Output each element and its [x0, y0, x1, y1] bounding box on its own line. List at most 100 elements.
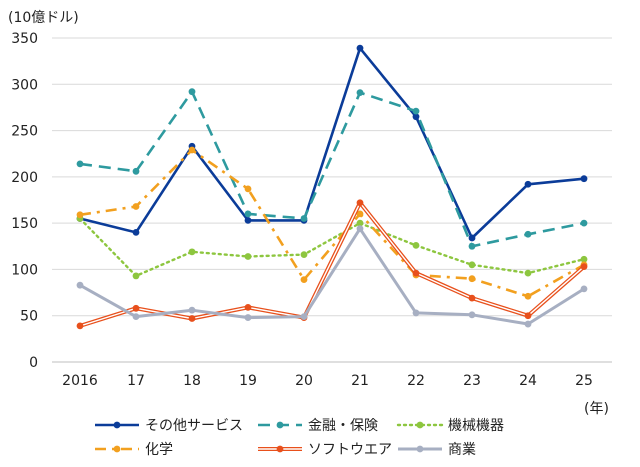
- y-tick-label: 350: [11, 31, 38, 47]
- data-point: [132, 313, 140, 321]
- series-1: [76, 88, 588, 250]
- legend-marker: [276, 445, 284, 453]
- x-tick-label: 24: [519, 373, 537, 389]
- y-axis-label: (10億ドル): [8, 10, 79, 26]
- series-line-4: [79, 200, 586, 328]
- data-point: [244, 253, 252, 260]
- y-tick-label: 200: [11, 170, 38, 186]
- data-point: [132, 203, 140, 210]
- data-point: [356, 219, 364, 227]
- data-point: [412, 107, 420, 115]
- data-point: [188, 248, 196, 256]
- series-2: [76, 215, 588, 280]
- x-tick-label: 18: [183, 373, 201, 389]
- legend-marker: [113, 445, 121, 453]
- x-tick-label: 21: [351, 373, 369, 389]
- x-tick-labels: 2016 17 18 19 20 21 22 23 24 25: [62, 373, 593, 389]
- data-point: [132, 229, 140, 236]
- data-point: [580, 263, 588, 271]
- data-point: [468, 311, 476, 319]
- data-point: [524, 292, 532, 300]
- series-4: [76, 199, 588, 330]
- legend-item: 化学: [95, 442, 173, 458]
- data-point: [468, 242, 476, 250]
- x-tick-label: 19: [239, 373, 257, 389]
- data-point: [524, 320, 532, 328]
- data-point: [468, 234, 476, 242]
- data-point: [76, 322, 84, 330]
- series-3: [76, 146, 588, 300]
- legend-label: その他サービス: [145, 418, 243, 434]
- legend-label: 金融・保険: [308, 418, 378, 434]
- data-point: [468, 261, 476, 269]
- data-point: [76, 211, 84, 219]
- data-point: [412, 241, 420, 249]
- data-point: [524, 230, 532, 238]
- legend-label: ソフトウエア: [308, 442, 392, 458]
- data-point: [412, 113, 420, 121]
- series-group: [76, 44, 588, 330]
- data-point: [468, 275, 476, 283]
- data-point: [356, 199, 364, 207]
- data-point: [132, 167, 140, 175]
- series-line-5: [79, 227, 585, 326]
- data-point: [356, 210, 364, 218]
- data-point: [244, 210, 252, 218]
- x-tick-label: 2016: [62, 373, 98, 389]
- data-point: [356, 225, 364, 233]
- data-point: [524, 180, 532, 188]
- series-line-2: [78, 217, 586, 278]
- data-point: [188, 88, 196, 96]
- x-tick-label: 22: [407, 373, 425, 389]
- data-point: [132, 272, 140, 280]
- legend-marker: [113, 421, 121, 429]
- data-point: [300, 313, 308, 321]
- legend-item: 金融・保険: [258, 418, 378, 434]
- legend-item: その他サービス: [95, 418, 243, 434]
- data-point: [300, 215, 308, 222]
- x-tick-label: 23: [463, 373, 481, 389]
- data-point: [356, 44, 364, 52]
- legend-item: 機械機器: [396, 418, 504, 434]
- data-point: [412, 269, 420, 277]
- y-tick-labels: 0 50 100 150 200 250 300 350: [11, 31, 38, 371]
- data-point: [580, 175, 588, 183]
- y-tick-label: 100: [11, 262, 38, 278]
- legend-marker: [276, 421, 284, 429]
- y-tick-label: 50: [20, 309, 38, 325]
- data-point: [244, 216, 252, 224]
- data-point: [580, 285, 588, 293]
- data-point: [244, 303, 252, 311]
- series-line-0: [79, 46, 585, 240]
- y-tick-label: 150: [11, 216, 38, 232]
- legend-label: 機械機器: [448, 418, 504, 434]
- legend-marker: [416, 421, 424, 429]
- data-point: [468, 294, 476, 302]
- series-0: [76, 44, 588, 242]
- x-tick-label: 20: [295, 373, 313, 389]
- data-point: [300, 276, 308, 284]
- legend-item: 商業: [398, 442, 476, 458]
- legend-label: 商業: [448, 442, 476, 458]
- data-point: [580, 255, 588, 263]
- series-line-1: [79, 90, 585, 248]
- series-5: [76, 225, 588, 328]
- series-line-3: [79, 148, 585, 298]
- data-point: [188, 146, 196, 154]
- data-point: [412, 309, 420, 317]
- legend-label: 化学: [145, 442, 173, 458]
- data-point: [244, 314, 252, 321]
- data-point: [132, 304, 140, 312]
- y-tick-label: 250: [11, 124, 38, 140]
- data-point: [76, 160, 84, 168]
- data-point: [76, 281, 84, 289]
- data-point: [524, 269, 532, 277]
- legend-marker: [416, 445, 424, 453]
- y-tick-label: 300: [11, 77, 38, 93]
- x-tick-label: 17: [127, 373, 145, 389]
- data-point: [244, 185, 252, 193]
- data-point: [188, 315, 196, 322]
- y-tick-label: 0: [29, 355, 38, 371]
